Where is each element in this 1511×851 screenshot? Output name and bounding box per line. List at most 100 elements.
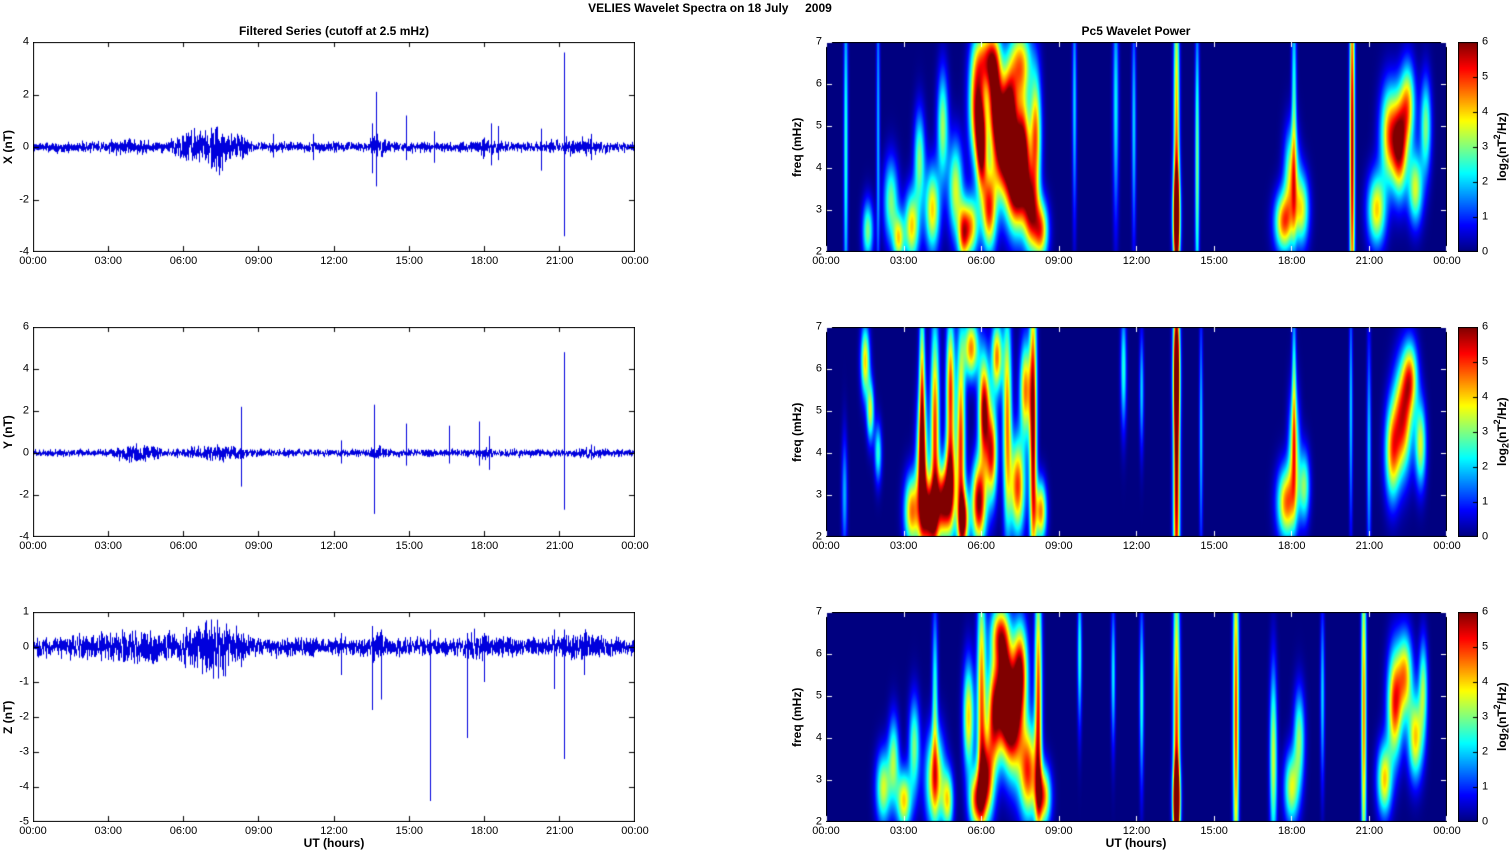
colorbar-tick-label: 5 [1482, 70, 1489, 83]
colorbar-tick-label: 0 [1482, 815, 1489, 828]
x-tick-label: 03:00 [94, 540, 123, 552]
x-tick-label: 09:00 [244, 540, 273, 552]
freq-tick-label: 4 [815, 161, 822, 174]
colorbar-tick-label: 4 [1482, 390, 1489, 403]
y-tick-label: 2 [22, 404, 29, 417]
freq-tick-label: 3 [815, 203, 822, 216]
x-tick-label: 21:00 [1355, 540, 1384, 552]
x-tick-label: 18:00 [470, 825, 499, 837]
x-tick-label: 15:00 [395, 825, 424, 837]
y-tick-label: -1 [19, 675, 29, 688]
x-tick-label: 12:00 [1122, 255, 1151, 267]
colorbar-tick-label: 6 [1482, 320, 1489, 333]
x-tick-label: 00:00 [19, 255, 47, 267]
colorbar-tick-label: 5 [1482, 355, 1489, 368]
x-tick-label: 06:00 [169, 825, 198, 837]
x-tick-label: 12:00 [320, 825, 348, 837]
y-tick-label: 2 [22, 88, 29, 100]
colorbar-tick-label: 3 [1482, 710, 1489, 723]
x-tick-label: 21:00 [1355, 825, 1384, 837]
colorbar-tick-label: 2 [1482, 175, 1489, 188]
z-wavelet-spectrogram [826, 612, 1447, 822]
colorbar-tick-label: 2 [1482, 460, 1489, 473]
x-tick-label: 18:00 [1277, 825, 1306, 837]
ut-hours-label-left: UT (hours) [303, 836, 365, 850]
freq-axis-label-bottom: freq (mHz) [790, 687, 804, 747]
y-tick-label: -4 [19, 245, 29, 258]
wavelet-power-title: Pc5 Wavelet Power [1081, 24, 1191, 38]
freq-tick-label: 4 [815, 731, 822, 744]
x-wavelet-spectrogram [826, 42, 1447, 252]
x-tick-label: 09:00 [244, 825, 273, 837]
freq-tick-label: 7 [815, 605, 822, 618]
colorbar-tick-label: 4 [1482, 105, 1489, 118]
x-tick-label: 18:00 [470, 540, 499, 552]
y-tick-label: -2 [19, 710, 29, 723]
x-tick-label: 06:00 [967, 540, 996, 552]
x-tick-label: 00:00 [621, 540, 649, 552]
y-tick-label: -2 [19, 193, 29, 205]
x-tick-label: 00:00 [19, 540, 47, 552]
x-tick-label: 06:00 [967, 255, 996, 267]
colorbar-tick-label: 3 [1482, 425, 1489, 438]
x-tick-label: 21:00 [545, 825, 574, 837]
colorbar-bottom [1458, 612, 1478, 822]
y-timeseries-plot [33, 327, 635, 537]
colorbar-tick-label: 2 [1482, 745, 1489, 758]
x-tick-label: 06:00 [967, 825, 996, 837]
freq-tick-label: 4 [815, 446, 822, 459]
x-tick-label: 03:00 [889, 825, 918, 837]
x-tick-label: 00:00 [812, 825, 840, 837]
x-tick-label: 09:00 [244, 255, 273, 267]
x-tick-label: 12:00 [1122, 825, 1151, 837]
x-tick-label: 15:00 [1200, 540, 1228, 552]
x-tick-label: 15:00 [395, 255, 424, 267]
x-tick-label: 00:00 [1433, 540, 1461, 552]
x-tick-label: 21:00 [1355, 255, 1384, 267]
freq-tick-label: 7 [815, 35, 822, 48]
freq-tick-label: 7 [815, 320, 822, 333]
x-tick-label: 15:00 [1200, 825, 1228, 837]
freq-axis-label-middle: freq (mHz) [790, 402, 804, 462]
freq-tick-label: 2 [815, 815, 822, 828]
freq-tick-label: 5 [815, 404, 822, 417]
colorbar-tick-label: 1 [1482, 780, 1489, 793]
colorbar-tick-label: 6 [1482, 35, 1489, 48]
y-tick-label: 1 [22, 605, 29, 618]
x-tick-label: 09:00 [1045, 540, 1073, 552]
filtered-series-title: Filtered Series (cutoff at 2.5 mHz) [238, 24, 430, 38]
freq-tick-label: 6 [815, 77, 822, 90]
colorbar-label-bottom: log2(nT2/Hz) [1492, 682, 1511, 752]
x-tick-label: 21:00 [545, 255, 574, 267]
x-tick-label: 18:00 [470, 255, 499, 267]
y-tick-label: 6 [22, 320, 29, 333]
x-tick-label: 21:00 [545, 540, 574, 552]
y-tick-label: 4 [22, 362, 29, 375]
x-tick-label: 00:00 [621, 825, 649, 837]
y-tick-label: -2 [19, 488, 29, 501]
freq-tick-label: 6 [815, 362, 822, 375]
ut-hours-label-right: UT (hours) [1105, 836, 1167, 850]
y-tick-label: -4 [19, 530, 29, 543]
x-tick-label: 00:00 [19, 825, 47, 837]
colorbar-tick-label: 4 [1482, 675, 1489, 688]
freq-tick-label: 5 [815, 119, 822, 132]
x-tick-label: 03:00 [94, 825, 123, 837]
x-tick-label: 03:00 [889, 255, 918, 267]
colorbar-tick-label: 0 [1482, 530, 1489, 543]
z-timeseries-plot [33, 612, 635, 822]
x-tick-label: 03:00 [889, 540, 918, 552]
x-tick-label: 12:00 [320, 255, 348, 267]
x-tick-label: 00:00 [621, 255, 649, 267]
colorbar-tick-label: 5 [1482, 640, 1489, 653]
y-tick-label: 0 [22, 446, 29, 459]
colorbar-middle [1458, 327, 1478, 537]
y-tick-label: 0 [22, 140, 29, 153]
x-tick-label: 15:00 [395, 540, 424, 552]
x-tick-label: 18:00 [1277, 255, 1306, 267]
y-tick-label: -3 [19, 745, 29, 758]
x-tick-label: 12:00 [1122, 540, 1151, 552]
y-tick-label: 0 [22, 640, 29, 653]
figure-title: VELIES Wavelet Spectra on 18 July 2009 [588, 1, 832, 15]
colorbar-tick-label: 6 [1482, 605, 1489, 618]
